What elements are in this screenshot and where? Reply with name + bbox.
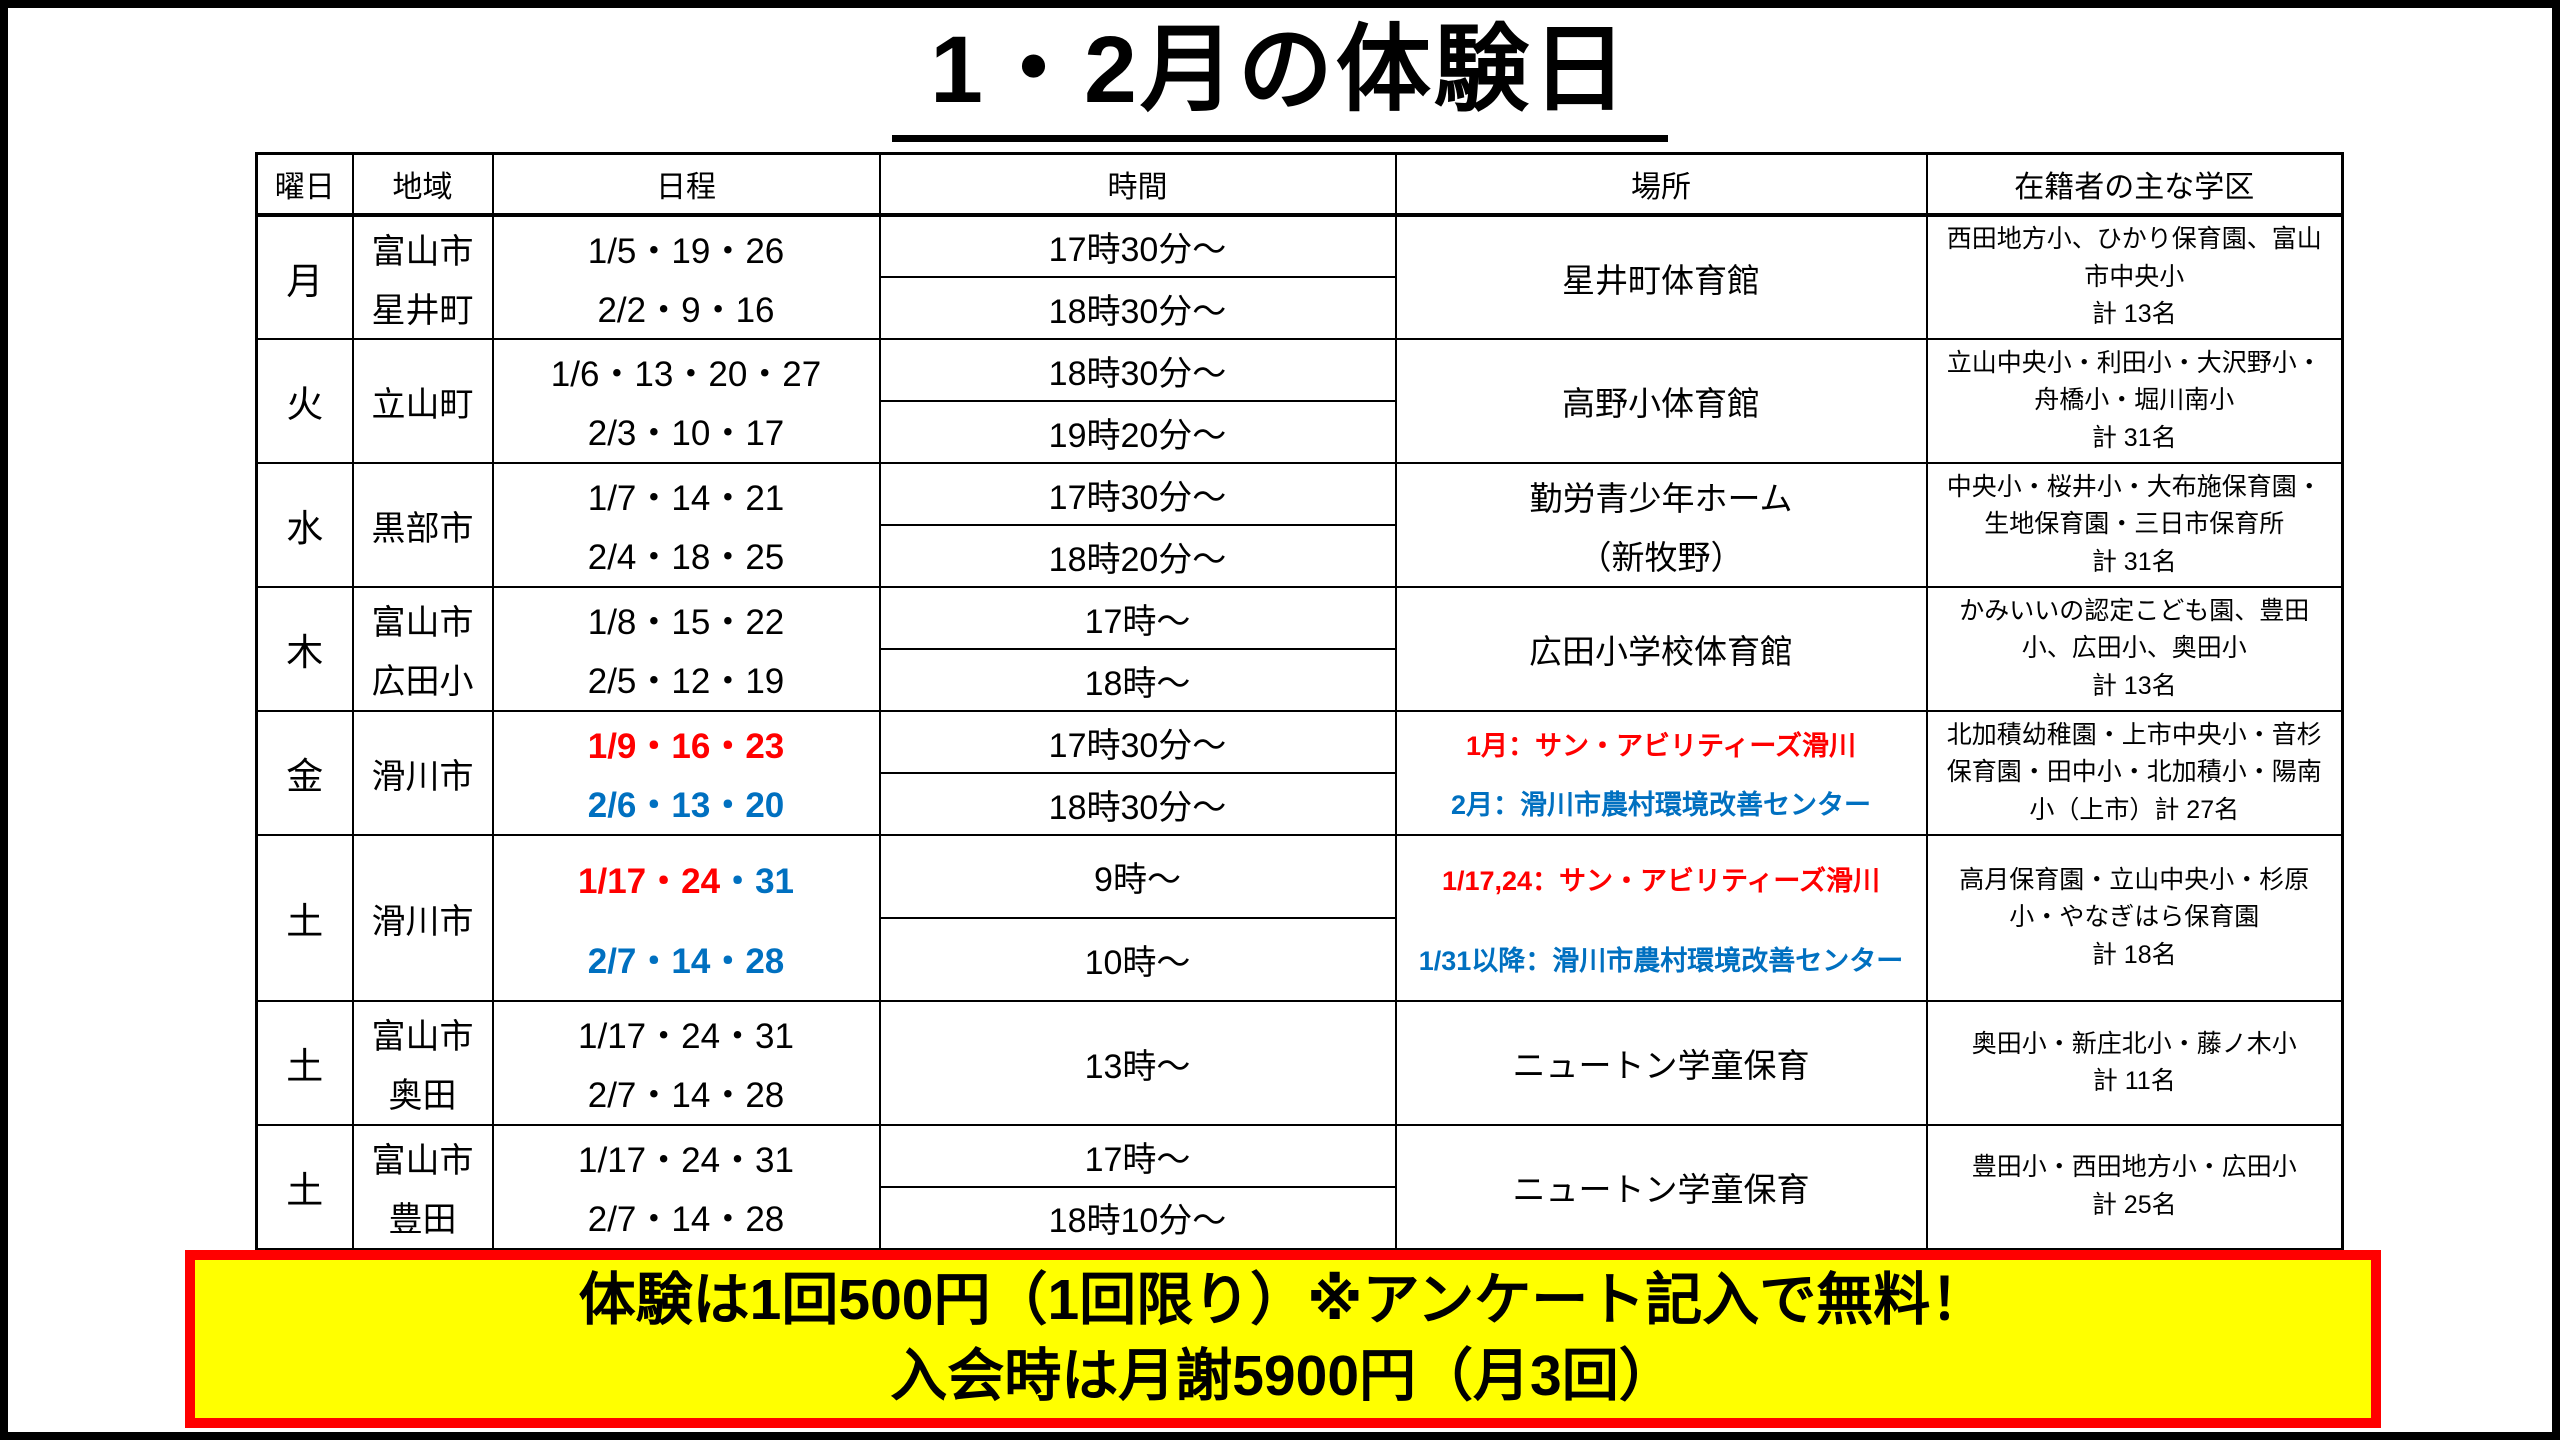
cell-dates: 1/7・14・21 2/4・18・25 — [491, 462, 881, 588]
cell-dates: 1/9・16・23 2/6・13・20 — [491, 710, 881, 836]
table-row: 18時10分～ — [257, 1186, 2343, 1250]
cell-time: 18時20分～ — [878, 524, 1397, 588]
cell-dates: 1/17・24・31 2/7・14・28 — [491, 1124, 881, 1250]
cell-area: 富山市 豊田 — [351, 1124, 494, 1250]
schedule-table-wrap: 曜日 地域 日程 時間 場所 在籍者の主な学区 月富山市 星井町 1/5・19・26… — [255, 152, 2344, 1251]
notice-banner: 体験は1回500円（1回限り）※アンケート記入で無料！ 入会時は月謝5900円（… — [185, 1250, 2381, 1428]
table-row: 18時20分～ — [257, 524, 2343, 588]
cell-area: 滑川市 — [351, 834, 494, 1002]
schedule-table: 曜日 地域 日程 時間 場所 在籍者の主な学区 月富山市 星井町 1/5・19・26… — [255, 152, 2344, 1251]
table-row: 18時30分～ — [257, 772, 2343, 836]
table-row: 月富山市 星井町 1/5・19・26 2/2・9・16 17時30分～ 星井町体育館 西田地… — [255, 214, 2344, 340]
cell-time: 17時～ — [878, 586, 1397, 650]
table-row: 木富山市 広田小 1/8・15・22 2/5・12・19 17時～ 広田小学校体育館 かみい… — [255, 586, 2344, 712]
cell-dates: 1/5・19・26 2/2・9・16 — [491, 214, 881, 340]
cell-time: 13時～ — [878, 1000, 1397, 1126]
cell-area: 富山市 奥田 — [351, 1000, 494, 1126]
header-district: 在籍者の主な学区 — [1925, 152, 2344, 217]
cell-district: 西田地方小、ひかり保育園、富山市中央小計 13名 — [1925, 214, 2344, 340]
cell-time: 18時10分～ — [878, 1186, 1397, 1250]
cell-time: 17時30分～ — [878, 710, 1397, 774]
header-dates: 日程 — [491, 152, 881, 217]
cell-dates: 1/8・15・22 2/5・12・19 — [491, 586, 881, 712]
cell-area: 富山市 広田小 — [351, 586, 494, 712]
header-row: 曜日 地域 日程 時間 場所 在籍者の主な学区 — [255, 152, 2344, 217]
table-row: 10時～ — [257, 917, 2343, 1002]
cell-time: 17時30分～ — [878, 462, 1397, 526]
cell-area: 黒部市 — [351, 462, 494, 588]
header-weekday: 曜日 — [255, 152, 354, 217]
cell-district: 奥田小・新庄北小・藤ノ木小計 11名 — [1925, 1000, 2344, 1126]
cell-district: 北加積幼稚園・上市中央小・音杉保育園・田中小・北加積小・陽南小（上市）計 27名 — [1925, 710, 2344, 836]
cell-place: 星井町体育館 — [1394, 214, 1928, 340]
cell-dates: 1/17・24・31 2/7・14・28 — [491, 834, 881, 1002]
cell-district: かみいいの認定こども園、豊田小、広田小、奥田小計 13名 — [1925, 586, 2344, 712]
notice-line-2: 入会時は月謝5900円（月3回） — [890, 1344, 1676, 1408]
table-row: 19時20分～ — [257, 400, 2343, 464]
cell-time: 18時30分～ — [878, 276, 1397, 340]
cell-day: 土 — [255, 1124, 354, 1250]
cell-day: 月 — [255, 214, 354, 340]
cell-dates: 1/17・24・31 2/7・14・28 — [491, 1000, 881, 1126]
table-row: 土滑川市 1/17・24・31 2/7・14・28 9時～ 1/17,24：サン・アビリ… — [255, 834, 2344, 1002]
cell-district: 立山中央小・利田小・大沢野小・舟橋小・堀川南小計 31名 — [1925, 338, 2344, 464]
cell-district: 豊田小・西田地方小・広田小計 25名 — [1925, 1124, 2344, 1250]
cell-district: 中央小・桜井小・大布施保育園・生地保育園・三日市保育所計 31名 — [1925, 462, 2344, 588]
table-row: 金滑川市 1/9・16・23 2/6・13・20 17時30分～ 1月：サン・アビリティ… — [255, 710, 2344, 836]
header-time: 時間 — [878, 152, 1397, 217]
cell-day: 金 — [255, 710, 354, 836]
cell-day: 土 — [255, 1000, 354, 1126]
cell-time: 18時30分～ — [878, 338, 1397, 402]
cell-place: 1/17,24：サン・アビリティーズ滑川 1/31以降：滑川市農村環境改善センター — [1394, 834, 1928, 1002]
title-area: 1・2月の体験日 — [8, 16, 2552, 143]
header-area: 地域 — [351, 152, 494, 217]
cell-time: 18時～ — [878, 648, 1397, 712]
cell-area: 立山町 — [351, 338, 494, 464]
cell-area: 富山市 星井町 — [351, 214, 494, 340]
cell-area: 滑川市 — [351, 710, 494, 836]
cell-time: 17時30分～ — [878, 214, 1397, 278]
cell-day: 木 — [255, 586, 354, 712]
table-row: 火立山町 1/6・13・20・27 2/3・10・17 18時30分～ 高野小体育館 立山… — [255, 338, 2344, 464]
cell-day: 土 — [255, 834, 354, 1002]
table-row: 18時30分～ — [257, 276, 2343, 340]
cell-place: 広田小学校体育館 — [1394, 586, 1928, 712]
schedule-body: 月富山市 星井町 1/5・19・26 2/2・9・16 17時30分～ 星井町体育館 西田地… — [255, 214, 2344, 1250]
cell-time: 17時～ — [878, 1124, 1397, 1188]
cell-time: 19時20分～ — [878, 400, 1397, 464]
cell-place: 高野小体育館 — [1394, 338, 1928, 464]
cell-dates: 1/6・13・20・27 2/3・10・17 — [491, 338, 881, 464]
page-title: 1・2月の体験日 — [892, 16, 1668, 143]
cell-place: ニュートン学童保育 — [1394, 1124, 1928, 1250]
cell-time: 10時～ — [878, 917, 1397, 1002]
cell-place: 1月：サン・アビリティーズ滑川 2月：滑川市農村環境改善センター — [1394, 710, 1928, 836]
notice-line-1: 体験は1回500円（1回限り）※アンケート記入で無料！ — [578, 1268, 1988, 1333]
cell-place: 勤労青少年ホーム （新牧野） — [1394, 462, 1928, 588]
table-row: 18時～ — [257, 648, 2343, 712]
cell-district: 高月保育園・立山中央小・杉原小・やなぎはら保育園計 18名 — [1925, 834, 2344, 1002]
cell-time: 18時30分～ — [878, 772, 1397, 836]
header-place: 場所 — [1394, 152, 1928, 217]
table-row: 土富山市 豊田 1/17・24・31 2/7・14・28 17時～ ニュートン学童保育 豊田… — [255, 1124, 2344, 1250]
cell-place: ニュートン学童保育 — [1394, 1000, 1928, 1126]
cell-day: 火 — [255, 338, 354, 464]
cell-time: 9時～ — [878, 834, 1397, 919]
table-row: 土富山市 奥田 1/17・24・31 2/7・14・28 13時～ ニュートン学童保育 奥田… — [255, 1000, 2344, 1126]
cell-day: 水 — [255, 462, 354, 588]
table-row: 水黒部市 1/7・14・21 2/4・18・25 17時30分～ 勤労青少年ホーム （新牧… — [255, 462, 2344, 588]
